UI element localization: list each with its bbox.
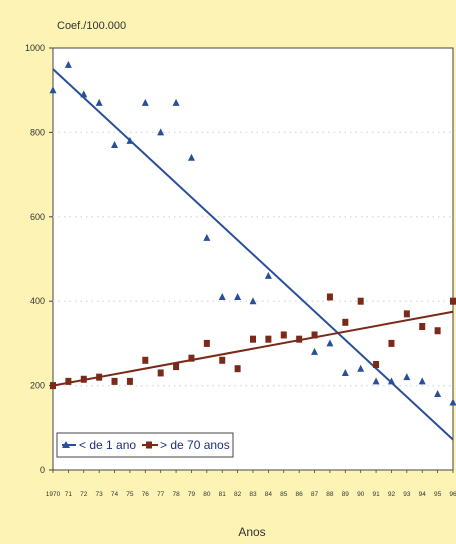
x-tick-label-1976: 76 xyxy=(142,491,150,498)
trend-line-series-1 xyxy=(52,310,454,387)
y-tick-label-400: 400 xyxy=(30,296,45,306)
point-s0-1975 xyxy=(126,136,134,144)
point-s1-1983 xyxy=(250,335,256,343)
x-tick-label-1993: 93 xyxy=(403,491,411,498)
point-s1-1970 xyxy=(50,382,56,390)
point-s1-1975 xyxy=(126,377,133,385)
point-s0-1980 xyxy=(203,233,211,241)
legend-label-over-70: > de 70 anos xyxy=(160,438,230,452)
legend-label-under-1: < de 1 ano xyxy=(79,438,136,452)
x-tick-label-1982: 82 xyxy=(234,491,242,498)
x-axis: 1970 71 72 73 74 75 76 77 78 79 80 81 82 83 84 85 86 87 88… xyxy=(46,470,456,498)
x-tick-label-1983: 83 xyxy=(249,491,257,498)
x-tick-label-1978: 78 xyxy=(172,491,180,498)
x-tick-label-1994: 94 xyxy=(419,491,427,498)
point-s1-1981 xyxy=(219,356,226,364)
x-tick-label-1987: 87 xyxy=(311,491,319,498)
legend: < de 1 ano > de 70 anos xyxy=(56,432,234,458)
point-s1-1971 xyxy=(65,377,72,385)
point-s0-1988 xyxy=(326,339,334,347)
point-s0-1970 xyxy=(49,86,57,94)
y-axis-label: Coef./100.000 xyxy=(57,20,126,32)
point-s1-1988 xyxy=(326,293,333,301)
point-s1-1978 xyxy=(173,363,180,371)
x-tick-label-1995: 95 xyxy=(434,491,442,498)
point-s1-1979 xyxy=(188,354,195,362)
x-tick-label-1984: 84 xyxy=(265,491,273,498)
point-s1-1977 xyxy=(157,369,164,377)
point-s1-1993 xyxy=(403,310,410,318)
trend-lines xyxy=(52,68,454,441)
point-s1-1972 xyxy=(80,375,87,383)
x-tick-label-1990: 90 xyxy=(357,491,365,498)
x-tick-label-1975: 75 xyxy=(126,491,134,498)
point-s0-1979 xyxy=(187,153,195,161)
y-tick-label-600: 600 xyxy=(30,212,45,222)
point-s0-1987 xyxy=(311,347,319,355)
x-tick-label-1972: 72 xyxy=(80,491,88,498)
point-s0-1984 xyxy=(264,271,272,279)
point-s0-1990 xyxy=(357,364,365,372)
x-tick-label-1980: 80 xyxy=(203,491,211,498)
point-s1-1994 xyxy=(419,323,426,331)
point-s0-1995 xyxy=(434,390,442,398)
trend-line-series-0 xyxy=(52,68,454,441)
point-s0-1981 xyxy=(218,292,226,300)
point-s0-1976 xyxy=(141,98,149,106)
x-tick-label-1986: 86 xyxy=(296,491,304,498)
point-s1-1982 xyxy=(234,365,241,373)
point-s0-1991 xyxy=(372,377,380,385)
point-s1-1996 xyxy=(450,297,456,305)
point-s0-1974 xyxy=(111,141,119,149)
x-tick-label-1981: 81 xyxy=(219,491,227,498)
x-tick-label-1992: 92 xyxy=(388,491,396,498)
y-tick-label-200: 200 xyxy=(30,381,45,391)
point-s1-1986 xyxy=(296,335,303,343)
point-s0-1971 xyxy=(64,60,72,68)
x-tick-label-1973: 73 xyxy=(96,491,104,498)
x-tick-label-1970: 1970 xyxy=(46,491,61,498)
x-tick-label-1989: 89 xyxy=(342,491,350,498)
point-s1-1987 xyxy=(311,331,318,339)
point-s1-1992 xyxy=(388,339,395,347)
y-tick-label-800: 800 xyxy=(30,127,45,137)
point-s0-1977 xyxy=(157,128,165,136)
grid-lines xyxy=(53,131,453,387)
point-s1-1991 xyxy=(373,361,380,368)
point-s1-1976 xyxy=(142,356,149,364)
point-s0-1992 xyxy=(387,377,395,385)
point-s1-1985 xyxy=(280,331,287,339)
x-tick-label-1971: 71 xyxy=(65,491,73,498)
plot-area xyxy=(52,47,454,471)
point-s0-1982 xyxy=(234,292,242,300)
x-tick-label-1979: 79 xyxy=(188,491,196,498)
point-s0-1972 xyxy=(80,90,88,98)
point-s1-1990 xyxy=(357,297,364,305)
point-s1-1974 xyxy=(111,377,118,385)
x-tick-label-1977: 77 xyxy=(157,491,165,498)
point-s1-1980 xyxy=(203,339,210,347)
point-s1-1989 xyxy=(342,318,349,326)
point-s1-1984 xyxy=(265,335,272,343)
x-axis-label: Anos xyxy=(238,525,265,539)
point-s0-1978 xyxy=(172,98,180,106)
point-s0-1973 xyxy=(95,98,103,106)
x-tick-label-1996: 96 xyxy=(449,491,456,498)
data-points xyxy=(49,60,456,406)
point-s0-1993 xyxy=(403,373,411,381)
y-tick-label-1000: 1000 xyxy=(25,43,45,53)
point-s0-1996 xyxy=(449,398,456,406)
y-axis: 0 200 400 600 800 1000 xyxy=(25,43,53,475)
point-s1-1973 xyxy=(96,373,103,381)
point-s0-1994 xyxy=(418,377,426,385)
x-tick-label-1988: 88 xyxy=(326,491,334,498)
x-tick-label-1985: 85 xyxy=(280,491,288,498)
x-tick-label-1991: 91 xyxy=(372,491,380,498)
x-tick-label-1974: 74 xyxy=(111,491,119,498)
point-s1-1995 xyxy=(434,327,441,335)
point-s0-1989 xyxy=(341,368,349,376)
point-s0-1983 xyxy=(249,297,257,305)
y-tick-label-0: 0 xyxy=(40,465,45,475)
